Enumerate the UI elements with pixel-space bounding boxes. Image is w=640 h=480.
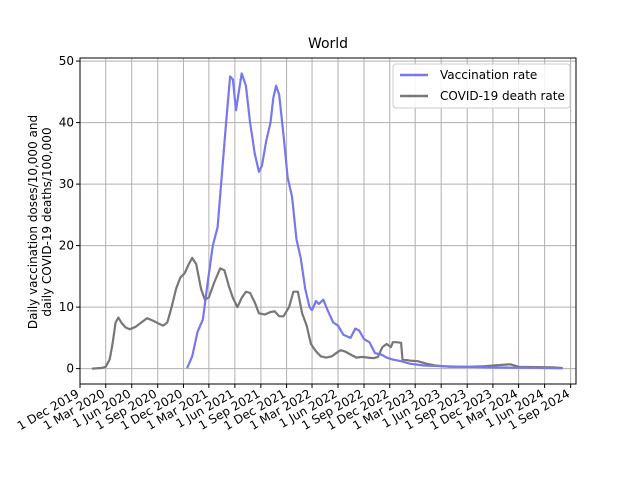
series-vaccination-rate <box>186 72 563 370</box>
y-tick-label: 30 <box>59 177 74 191</box>
series-death-rate <box>91 256 563 370</box>
y-tick-label: 20 <box>59 239 74 253</box>
grid-lines <box>79 58 576 384</box>
legend-box <box>392 63 571 109</box>
legend: Vaccination rate COVID-19 death rate <box>392 63 571 109</box>
y-tick-label: 50 <box>59 54 74 68</box>
chart-title: World <box>308 36 348 52</box>
y-tick-label: 40 <box>59 116 74 130</box>
y-axis-title-line-1: Daily vaccination doses/10,000 and <box>26 115 40 329</box>
y-tick-label: 0 <box>66 362 74 376</box>
legend-label-vaccination: Vaccination rate <box>440 68 537 82</box>
plot-frame <box>79 57 577 385</box>
legend-label-death-rate: COVID-19 death rate <box>440 89 565 103</box>
series-lines <box>91 72 563 370</box>
y-axis-title-line-2: daily COVID-19 deaths/100,000 <box>40 127 54 316</box>
y-tick-label: 10 <box>59 300 74 314</box>
y-axis: 0 10 20 30 40 50 <box>59 54 80 376</box>
